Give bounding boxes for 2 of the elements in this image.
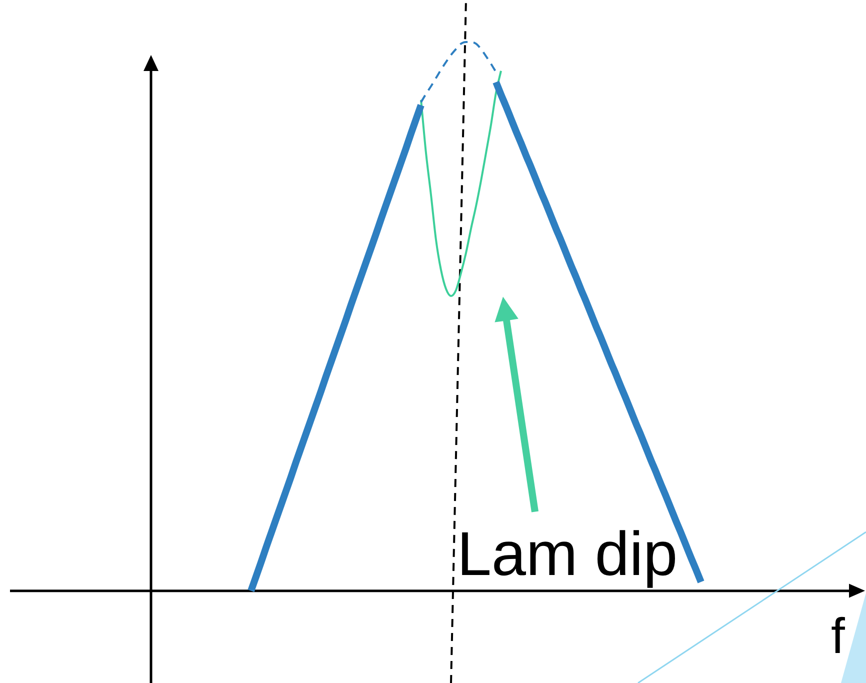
x-axis-title: f (831, 608, 846, 664)
annotation: Lam dip (457, 520, 678, 589)
